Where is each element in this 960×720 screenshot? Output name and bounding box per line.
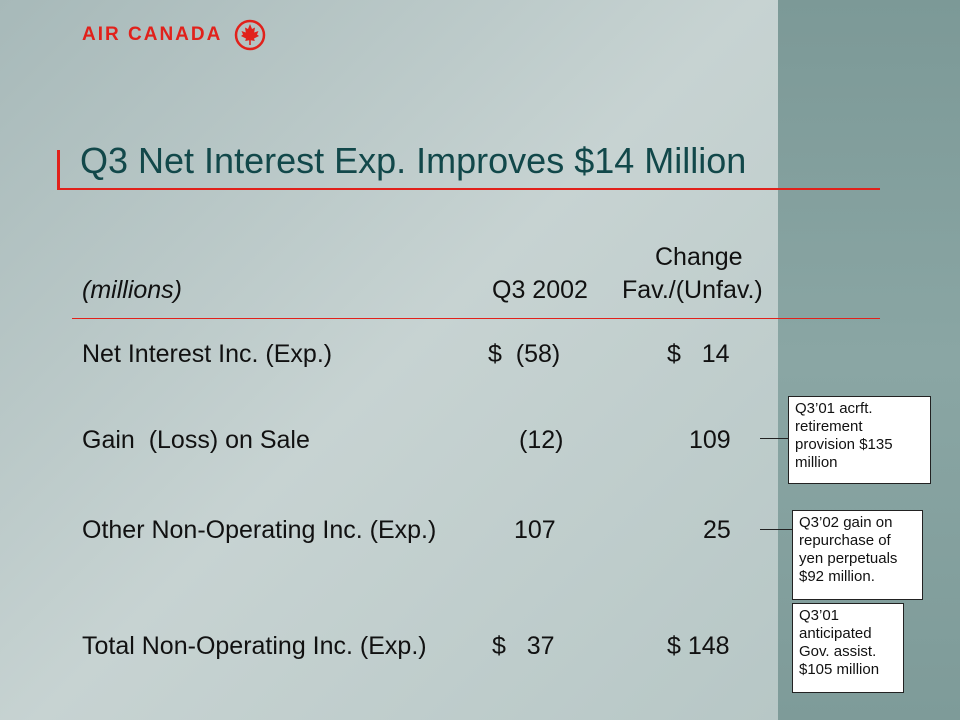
note-line: Q3’01 [799, 607, 840, 624]
title-accent-horizontal [57, 188, 880, 190]
table-header-rule [72, 318, 880, 319]
row-label-other-non-operating: Other Non-Operating Inc. (Exp.) [82, 516, 437, 544]
note-line: $105 million [799, 661, 880, 678]
note-line: anticipated [799, 625, 872, 642]
note-line: Gov. assist. [799, 643, 877, 660]
note-line: Q3’02 gain on [799, 514, 893, 531]
note-line: yen perpetuals [799, 550, 898, 567]
row-label-total-non-operating: Total Non-Operating Inc. (Exp.) [82, 632, 427, 660]
col-header-change-line1: Change [655, 243, 743, 271]
note-line: $92 million. [799, 568, 875, 585]
col-header-change-line2: Fav./(Unfav.) [622, 276, 763, 304]
units-label: (millions) [82, 276, 182, 304]
right-decorative-band [778, 0, 960, 720]
other-note-callout-a: Q3’02 gain on repurchase of yen perpetua… [792, 510, 923, 600]
note-line: retirement [795, 418, 863, 435]
other-note-connector [760, 529, 792, 530]
brand-name: AIR CANADA [82, 24, 223, 45]
note-line: repurchase of [799, 532, 891, 549]
note-line: provision $135 [795, 436, 893, 453]
air-canada-logo: AIR CANADA [82, 19, 266, 51]
gain-note-callout: Q3’01 acrft. retirement provision $135 m… [788, 396, 931, 484]
row-label-gain-loss: Gain (Loss) on Sale [82, 426, 310, 454]
slide-title: Q3 Net Interest Exp. Improves $14 Millio… [80, 140, 747, 181]
row-q3-other-non-operating: 107 [514, 516, 556, 544]
col-header-q3: Q3 2002 [492, 276, 588, 304]
note-line: million [795, 454, 838, 471]
row-change-gain-loss: 109 [689, 426, 731, 454]
row-change-other-non-operating: 25 [703, 516, 731, 544]
row-change-total-non-operating: $ 148 [667, 632, 730, 660]
row-q3-total-non-operating: $ 37 [492, 632, 555, 660]
note-line: Q3’01 acrft. [795, 400, 873, 417]
row-change-net-interest: $ 14 [667, 340, 730, 368]
row-q3-net-interest: $ (58) [488, 340, 561, 368]
gain-note-connector [760, 438, 788, 439]
row-label-net-interest: Net Interest Inc. (Exp.) [82, 340, 333, 368]
other-note-callout-b: Q3’01 anticipated Gov. assist. $105 mill… [792, 603, 904, 693]
title-accent-vertical [57, 150, 60, 188]
maple-leaf-roundel-icon [235, 19, 266, 51]
row-q3-gain-loss: (12) [519, 426, 564, 454]
